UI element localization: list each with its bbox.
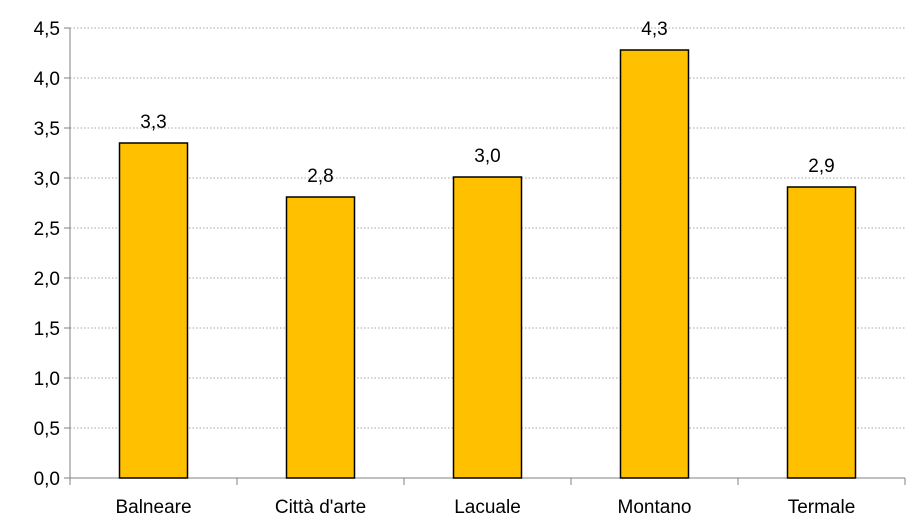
bar — [452, 176, 523, 479]
y-tick-label: 1,0 — [34, 369, 60, 390]
bar — [786, 186, 857, 479]
x-tick-label: Lacuale — [454, 497, 521, 518]
y-tick-label: 4,0 — [34, 69, 60, 90]
bar — [285, 196, 356, 479]
y-tick-label: 1,5 — [34, 319, 60, 340]
bars — [118, 49, 857, 479]
y-tick-label: 2,5 — [34, 219, 60, 240]
x-tick-label: Termale — [788, 497, 856, 518]
data-label: 2,8 — [307, 166, 333, 187]
data-label: 2,9 — [808, 156, 834, 177]
x-tick-label: Città d'arte — [275, 497, 366, 518]
y-tick-label: 2,0 — [34, 269, 60, 290]
y-tick-label: 0,5 — [34, 419, 60, 440]
y-tick-label: 4,5 — [34, 19, 60, 40]
data-label: 4,3 — [641, 19, 667, 40]
y-tick-label: 3,5 — [34, 119, 60, 140]
data-label: 3,3 — [140, 112, 166, 133]
y-tick-label: 0,0 — [34, 469, 60, 490]
x-tick-label: Balneare — [115, 497, 191, 518]
data-label: 3,0 — [474, 146, 500, 167]
labels: 0,0 0,5 1,0 1,5 2,0 2,5 3,0 3,5 4,0 4,5 3,3 Balnear… — [34, 19, 856, 518]
bar — [619, 49, 690, 479]
bar — [118, 142, 189, 479]
x-tick-label: Montano — [618, 497, 692, 518]
y-tick-label: 3,0 — [34, 169, 60, 190]
